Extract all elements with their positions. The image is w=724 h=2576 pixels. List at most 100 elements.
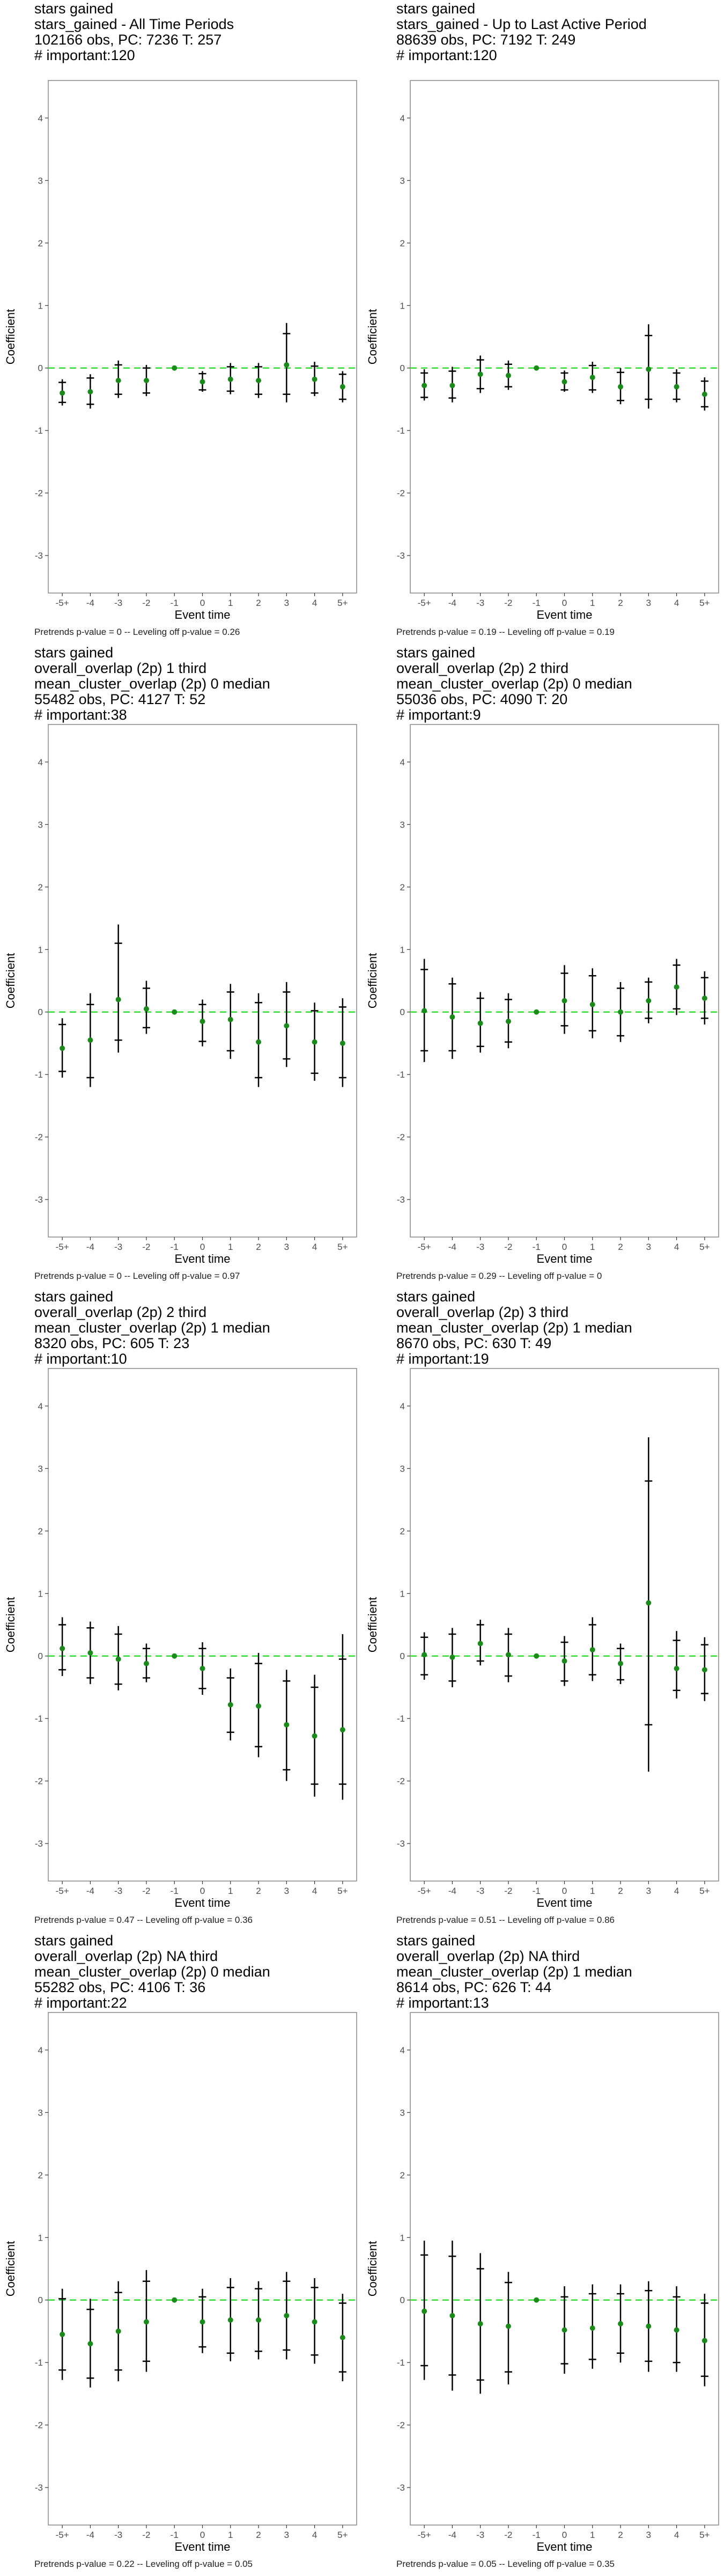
x-tick-label: 3 <box>646 1242 651 1252</box>
y-tick-label: 3 <box>38 2107 43 2118</box>
y-tick-label: -3 <box>397 1839 405 1849</box>
x-tick-label: 1 <box>228 1242 233 1252</box>
coefficient-point <box>87 1037 93 1043</box>
y-tick-label: 4 <box>38 2045 43 2055</box>
x-tick-label: 3 <box>284 1886 289 1896</box>
coefficient-point <box>477 2321 483 2326</box>
p-value-footer: Pretrends p-value = 0.29 -- Leveling off… <box>396 1271 602 1281</box>
coefficient-point <box>422 383 427 389</box>
x-tick-label: 0 <box>200 2530 205 2540</box>
y-tick-label: -1 <box>35 426 43 436</box>
coefficient-point <box>449 383 455 389</box>
x-tick-label: 0 <box>562 1242 567 1252</box>
y-tick-label: 1 <box>400 1589 405 1599</box>
x-tick-label: -3 <box>476 1886 484 1896</box>
x-tick-label: 2 <box>256 598 261 608</box>
x-tick-label: 5+ <box>699 598 710 608</box>
x-tick-label: -5+ <box>418 598 431 608</box>
coefficient-point <box>477 1641 483 1646</box>
x-tick-label: 2 <box>618 1886 623 1896</box>
chart-title-block: stars gained overall_overlap (2p) 2 third… <box>34 1289 270 1367</box>
y-axis-title: Coefficient <box>4 2241 17 2297</box>
y-tick-label: 4 <box>38 113 43 123</box>
y-axis-title: Coefficient <box>4 1597 17 1653</box>
y-tick-label: 3 <box>400 175 405 186</box>
coefficient-point <box>60 1045 65 1051</box>
x-tick-label: 5+ <box>699 1886 710 1896</box>
x-axis-title: Event time <box>537 1896 593 1909</box>
coefficient-point <box>646 1600 652 1606</box>
chart-title-line: overall_overlap (2p) NA third <box>34 1948 218 1964</box>
chart-title-block: stars gained overall_overlap (2p) 1 third… <box>34 645 270 723</box>
coefficient-point <box>143 2319 149 2325</box>
event-study-panel: stars gained overall_overlap (2p) 1 third… <box>0 644 362 1288</box>
y-tick-label: 4 <box>400 757 405 767</box>
x-tick-label: -2 <box>142 1242 150 1252</box>
important-count: # important:9 <box>396 707 481 723</box>
x-tick-label: -3 <box>476 2530 484 2540</box>
y-tick-label: 2 <box>400 2170 405 2180</box>
coefficient-point <box>562 2327 567 2333</box>
x-tick-label: -4 <box>86 1886 94 1896</box>
chart-title-line: overall_overlap (2p) 2 third <box>34 1304 207 1320</box>
x-tick-label: -4 <box>448 1242 456 1252</box>
y-tick-label: 3 <box>38 175 43 186</box>
x-tick-label: 0 <box>562 1886 567 1896</box>
y-tick-label: -3 <box>35 551 43 561</box>
x-tick-label: -4 <box>86 2530 94 2540</box>
coefficient-point <box>534 2297 540 2303</box>
y-tick-label: 4 <box>400 1401 405 1411</box>
coefficient-point <box>172 1009 178 1015</box>
x-tick-label: -1 <box>171 1886 179 1896</box>
coefficient-point <box>505 1019 511 1024</box>
important-count: # important:120 <box>396 47 497 63</box>
event-study-panel: stars gained overall_overlap (2p) 2 third… <box>362 644 724 1288</box>
chart-title-line: 55036 obs, PC: 4090 T: 20 <box>396 691 568 707</box>
y-tick-label: -1 <box>397 426 405 436</box>
y-tick-label: -2 <box>35 488 43 499</box>
coefficient-point <box>477 371 483 377</box>
coefficient-plot: -3 -2 -1 0 1 2 3 4 -5+ -4 -3 -2 -1 0 1 2 3 4 5+ Event time C… <box>366 724 719 1265</box>
chart-title-line: overall_overlap (2p) NA third <box>396 1948 580 1964</box>
y-tick-label: 3 <box>400 2107 405 2118</box>
coefficient-point <box>227 1702 233 1708</box>
x-tick-label: 3 <box>646 1886 651 1896</box>
y-tick-label: 1 <box>400 2233 405 2243</box>
y-tick-label: -2 <box>397 2420 405 2431</box>
p-value-footer: Pretrends p-value = 0.22 -- Leveling off… <box>34 2559 253 2569</box>
y-tick-label: -2 <box>35 1132 43 1143</box>
coefficient-point <box>87 389 93 394</box>
coefficient-point <box>505 372 511 378</box>
coefficient-point <box>562 1658 567 1664</box>
coefficient-point <box>534 1009 540 1015</box>
coefficient-point <box>143 378 149 384</box>
y-tick-label: 2 <box>400 1526 405 1536</box>
y-tick-label: -1 <box>35 2358 43 2368</box>
x-tick-label: 4 <box>674 1886 679 1896</box>
coefficient-point <box>60 390 65 396</box>
y-tick-label: -3 <box>35 2483 43 2493</box>
coefficient-point <box>701 1667 707 1673</box>
x-tick-label: -3 <box>476 598 484 608</box>
x-tick-label: 4 <box>312 598 317 608</box>
coefficient-point <box>589 1001 595 1007</box>
y-tick-label: 0 <box>400 2295 405 2306</box>
x-tick-label: -2 <box>504 2530 512 2540</box>
x-tick-label: -5+ <box>56 2530 69 2540</box>
x-tick-label: 3 <box>284 2530 289 2540</box>
coefficient-point <box>618 1009 624 1015</box>
coefficient-point <box>339 1727 345 1733</box>
coefficient-point <box>312 2319 317 2325</box>
chart-title-block: stars gained overall_overlap (2p) NA thir… <box>34 1933 270 2011</box>
coefficient-plot: -3 -2 -1 0 1 2 3 4 -5+ -4 -3 -2 -1 0 1 2 3 4 5+ Event time C… <box>366 1368 719 1909</box>
x-tick-label: -2 <box>504 1242 512 1252</box>
plot-frame <box>410 1368 719 1882</box>
x-tick-label: -4 <box>448 598 456 608</box>
coefficient-point <box>87 2341 93 2347</box>
chart-title-line: 8320 obs, PC: 605 T: 23 <box>34 1335 190 1351</box>
coefficient-point <box>422 1008 427 1014</box>
chart-title-line: mean_cluster_overlap (2p) 0 median <box>34 1964 270 1980</box>
y-tick-label: 3 <box>38 1463 43 1474</box>
y-axis-title: Coefficient <box>366 953 379 1009</box>
y-tick-label: 1 <box>38 2233 43 2243</box>
